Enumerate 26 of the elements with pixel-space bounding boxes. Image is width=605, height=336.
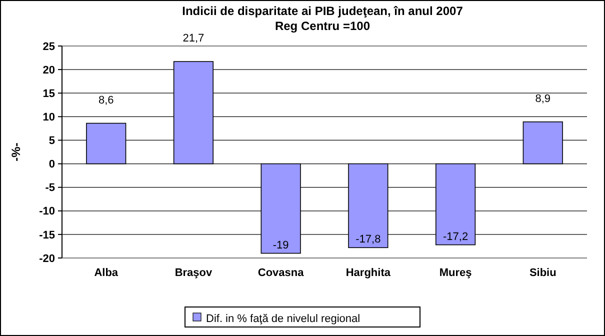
y-tick-label: 0 [48,158,55,171]
chart-subtitle: Reg Centru =100 [274,19,370,33]
y-axis-title: -%- [9,142,23,162]
data-label: -19 [272,239,289,252]
y-tick-label: 5 [48,135,55,148]
y-tick-label: -15 [39,229,55,242]
y-tick-label: 10 [42,112,55,124]
data-label: -17,8 [356,234,381,246]
x-tick-label: Alba [94,267,119,279]
y-tick-label: -5 [45,182,55,194]
data-label: 8,9 [535,92,551,105]
x-tick-label: Braşov [174,267,213,279]
y-tick-label: 25 [42,40,55,53]
data-label: -17,2 [442,230,468,243]
x-tick-label: Covasna [258,267,305,279]
y-tick-label: -10 [39,206,55,218]
data-label: 8,6 [98,94,114,106]
x-tick-label: Harghita [346,267,392,279]
chart-title: Indicii de disparitate ai PIB judeţean, în anul 2007 [182,4,464,18]
y-tick-label: 20 [42,64,55,76]
data-label: 21,7 [182,32,204,45]
legend-label: Dif. in % faţă de nivelul regional [206,312,360,325]
y-tick-label: -20 [39,252,55,265]
x-tick-label: Sibiu [529,267,556,279]
x-tick-label: Mureş [439,267,472,279]
y-tick-label: 15 [42,88,55,100]
